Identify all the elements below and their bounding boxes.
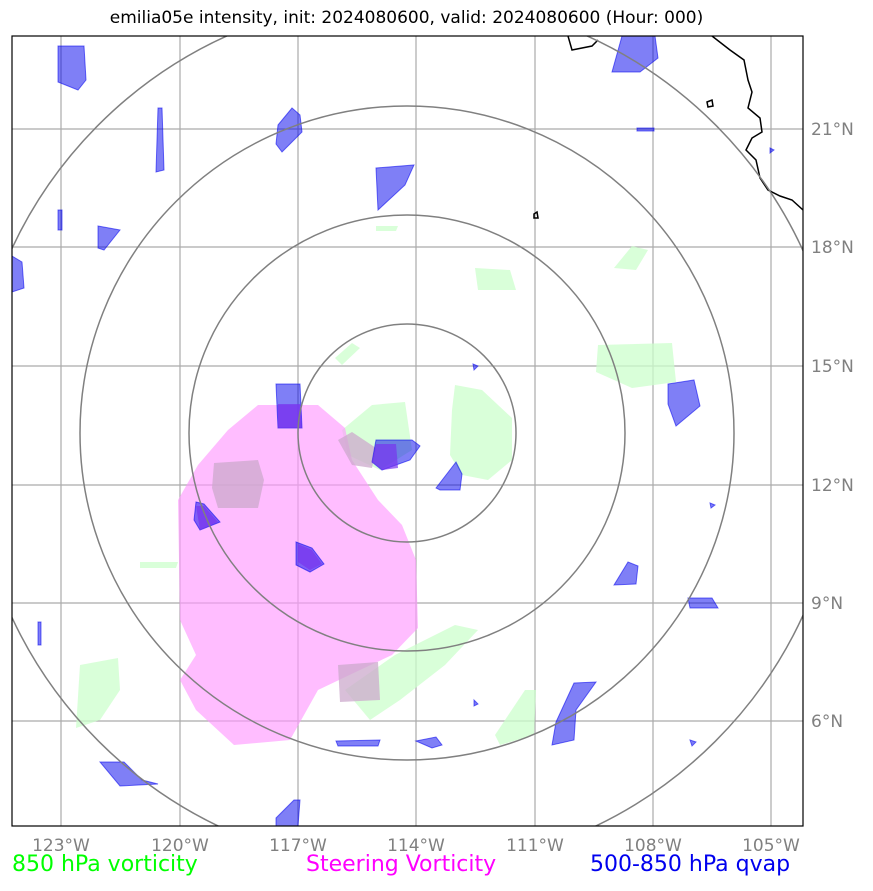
lon-label: 120°W [151, 836, 209, 856]
lon-label: 108°W [624, 836, 682, 856]
lon-label: 114°W [387, 836, 445, 856]
lat-label: 15°N [811, 357, 854, 377]
legend-steering-vorticity: Steering Vorticity [306, 852, 497, 877]
lat-label: 9°N [811, 594, 843, 614]
lat-ticks: 21°N 18°N 15°N 12°N 9°N 6°N [811, 120, 854, 732]
lon-label: 117°W [269, 836, 327, 856]
steering-vorticity-overlap [338, 432, 376, 468]
lon-label: 105°W [742, 836, 800, 856]
map-title: emilia05e intensity, init: 2024080600, v… [109, 8, 704, 28]
steering-vorticity-overlap [212, 460, 264, 508]
coastline [533, 36, 803, 219]
lat-label: 6°N [811, 712, 843, 732]
map-frame [11, 35, 804, 827]
qvap-steering-overlap [196, 404, 398, 570]
lat-label: 12°N [811, 476, 854, 496]
lon-label: 123°W [32, 836, 90, 856]
range-rings [12, 36, 803, 826]
lat-label: 18°N [811, 238, 854, 258]
lon-label: 111°W [506, 836, 564, 856]
lat-label: 21°N [811, 120, 854, 140]
legend-qvap: 500-850 hPa qvap [590, 852, 791, 877]
lon-ticks: 123°W 120°W 117°W 114°W 111°W 108°W 105°… [32, 836, 800, 856]
legend-850-vorticity: 850 hPa vorticity [12, 852, 198, 877]
steering-vorticity-overlap [338, 662, 380, 702]
